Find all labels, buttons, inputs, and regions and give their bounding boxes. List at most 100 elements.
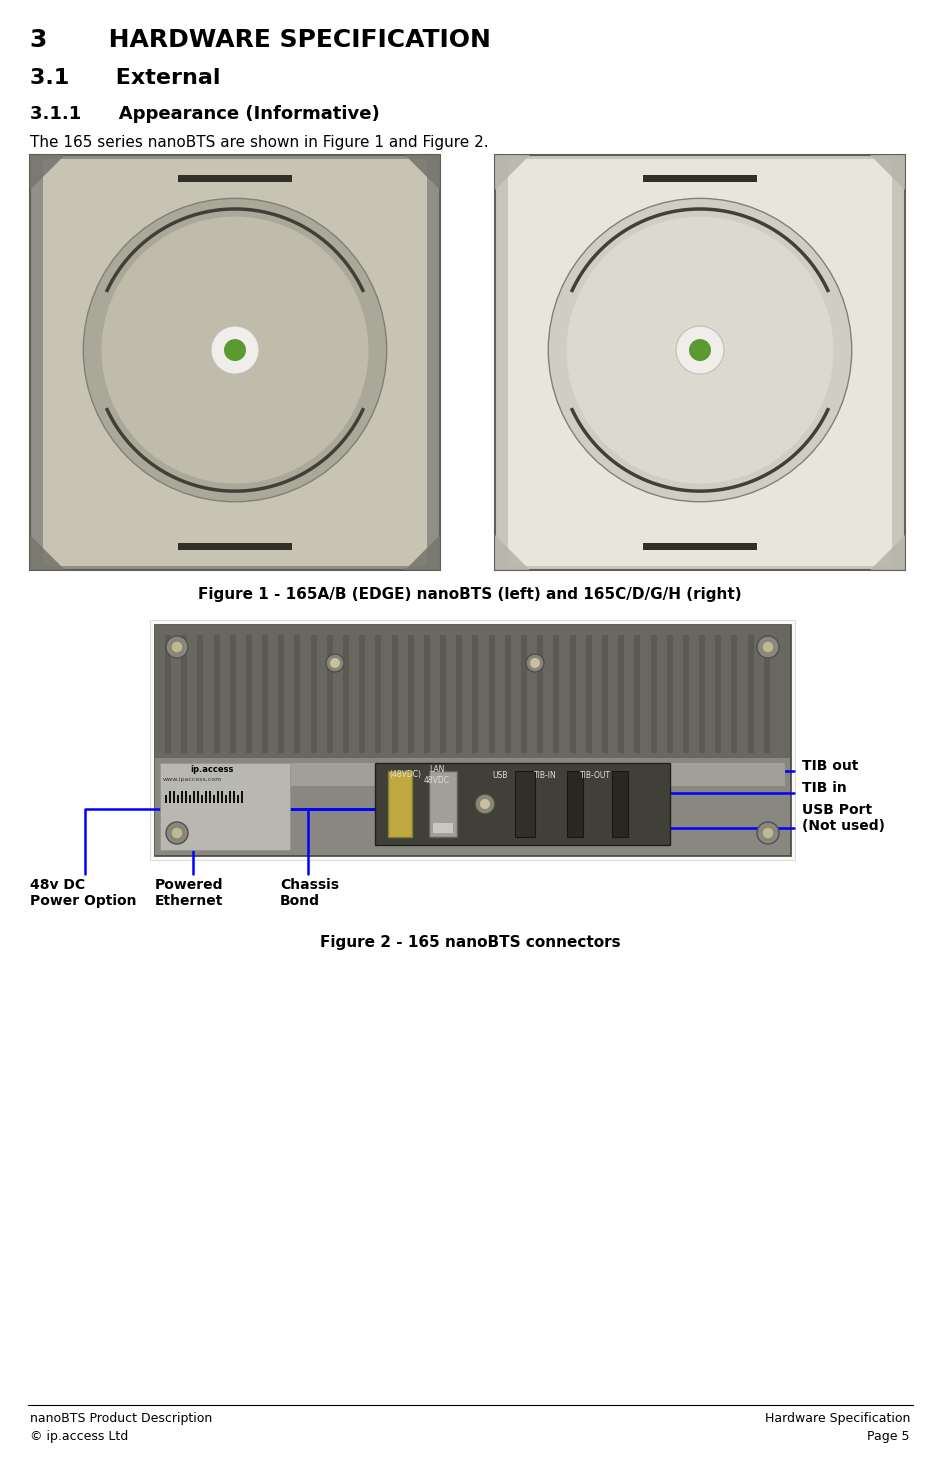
Polygon shape [870, 535, 905, 571]
Bar [429, 772, 457, 838]
Bar [241, 791, 244, 802]
Text: Figure 1 - 165A/B (EDGE) nanoBTS (left) and 165C/D/G/H (right): Figure 1 - 165A/B (EDGE) nanoBTS (left) … [199, 587, 742, 601]
Circle shape [689, 339, 711, 361]
Bar [279, 635, 284, 753]
Bar [602, 635, 608, 753]
Bar [586, 635, 592, 753]
Circle shape [171, 641, 183, 653]
Circle shape [84, 198, 387, 502]
Text: 48v DC
Power Option: 48v DC Power Option [30, 877, 136, 908]
Bar [748, 635, 754, 753]
Bar [650, 635, 657, 753]
Bar [193, 791, 196, 802]
Bar [230, 635, 236, 753]
Text: 3       HARDWARE SPECIFICATION: 3 HARDWARE SPECIFICATION [30, 28, 491, 51]
Bar [375, 635, 381, 753]
Bar [201, 795, 203, 802]
Bar [237, 795, 240, 802]
Circle shape [549, 198, 852, 502]
Text: nanoBTS Product Description: nanoBTS Product Description [30, 1413, 213, 1424]
Circle shape [166, 637, 188, 659]
Bar [217, 791, 219, 802]
Circle shape [171, 827, 183, 839]
Text: Hardware Specification: Hardware Specification [765, 1413, 910, 1424]
Bar [197, 791, 199, 802]
Bar [155, 758, 790, 855]
Polygon shape [30, 156, 65, 191]
Bar [311, 635, 317, 753]
Polygon shape [495, 156, 530, 191]
Bar [391, 635, 398, 753]
Bar [327, 635, 333, 753]
Bar [521, 635, 527, 753]
Bar [699, 635, 705, 753]
Bar [178, 175, 293, 182]
Circle shape [762, 641, 774, 653]
Text: 3.1      External: 3.1 External [30, 67, 220, 88]
Bar [375, 763, 670, 845]
Bar [424, 635, 430, 753]
Bar [225, 795, 228, 802]
Bar [209, 791, 212, 802]
Text: (48VDC): (48VDC) [389, 770, 421, 779]
Bar [177, 795, 180, 802]
Circle shape [211, 326, 259, 374]
Circle shape [330, 659, 340, 667]
Bar [764, 635, 770, 753]
Bar [155, 625, 790, 758]
Bar [488, 635, 495, 753]
Bar [537, 635, 543, 753]
Circle shape [166, 822, 188, 844]
Bar [472, 635, 479, 753]
Circle shape [762, 827, 774, 839]
Bar [213, 795, 215, 802]
Circle shape [530, 659, 540, 667]
Bar [173, 791, 176, 802]
Bar [178, 543, 293, 550]
Bar [715, 635, 721, 753]
Bar [160, 763, 290, 849]
Circle shape [526, 654, 544, 672]
Bar [189, 795, 192, 802]
Bar [359, 635, 365, 753]
Bar [181, 791, 183, 802]
Circle shape [757, 637, 779, 659]
Text: TIB-IN: TIB-IN [534, 770, 556, 779]
Text: © ip.access Ltd: © ip.access Ltd [30, 1430, 128, 1444]
Text: 3.1.1      Appearance (Informative): 3.1.1 Appearance (Informative) [30, 106, 380, 123]
Bar [295, 635, 300, 753]
Bar [731, 635, 738, 753]
Bar [505, 635, 511, 753]
Polygon shape [30, 535, 65, 571]
Bar [198, 635, 203, 753]
Bar [612, 772, 628, 838]
Bar [233, 791, 235, 802]
Bar [643, 543, 758, 550]
Text: Chassis
Bond: Chassis Bond [280, 877, 339, 908]
Text: TIB out: TIB out [802, 758, 858, 773]
Bar [634, 635, 640, 753]
Bar [683, 635, 689, 753]
FancyBboxPatch shape [495, 156, 905, 571]
Circle shape [480, 800, 490, 808]
Circle shape [326, 654, 344, 672]
Text: USB Port
(Not used): USB Port (Not used) [802, 802, 885, 833]
Text: www.ipaccess.com: www.ipaccess.com [163, 778, 222, 782]
Bar [643, 175, 758, 182]
Bar [456, 635, 462, 753]
Bar [246, 635, 252, 753]
Circle shape [566, 217, 834, 484]
Bar [150, 621, 795, 860]
Bar [214, 635, 219, 753]
Bar [205, 791, 208, 802]
Bar [160, 763, 785, 786]
Bar [343, 635, 349, 753]
Bar [229, 791, 231, 802]
Text: Page 5: Page 5 [868, 1430, 910, 1444]
Polygon shape [405, 156, 440, 191]
Text: ip.access: ip.access [190, 766, 233, 775]
Bar [515, 772, 535, 838]
Circle shape [224, 339, 246, 361]
FancyBboxPatch shape [43, 158, 427, 566]
Bar [407, 635, 414, 753]
